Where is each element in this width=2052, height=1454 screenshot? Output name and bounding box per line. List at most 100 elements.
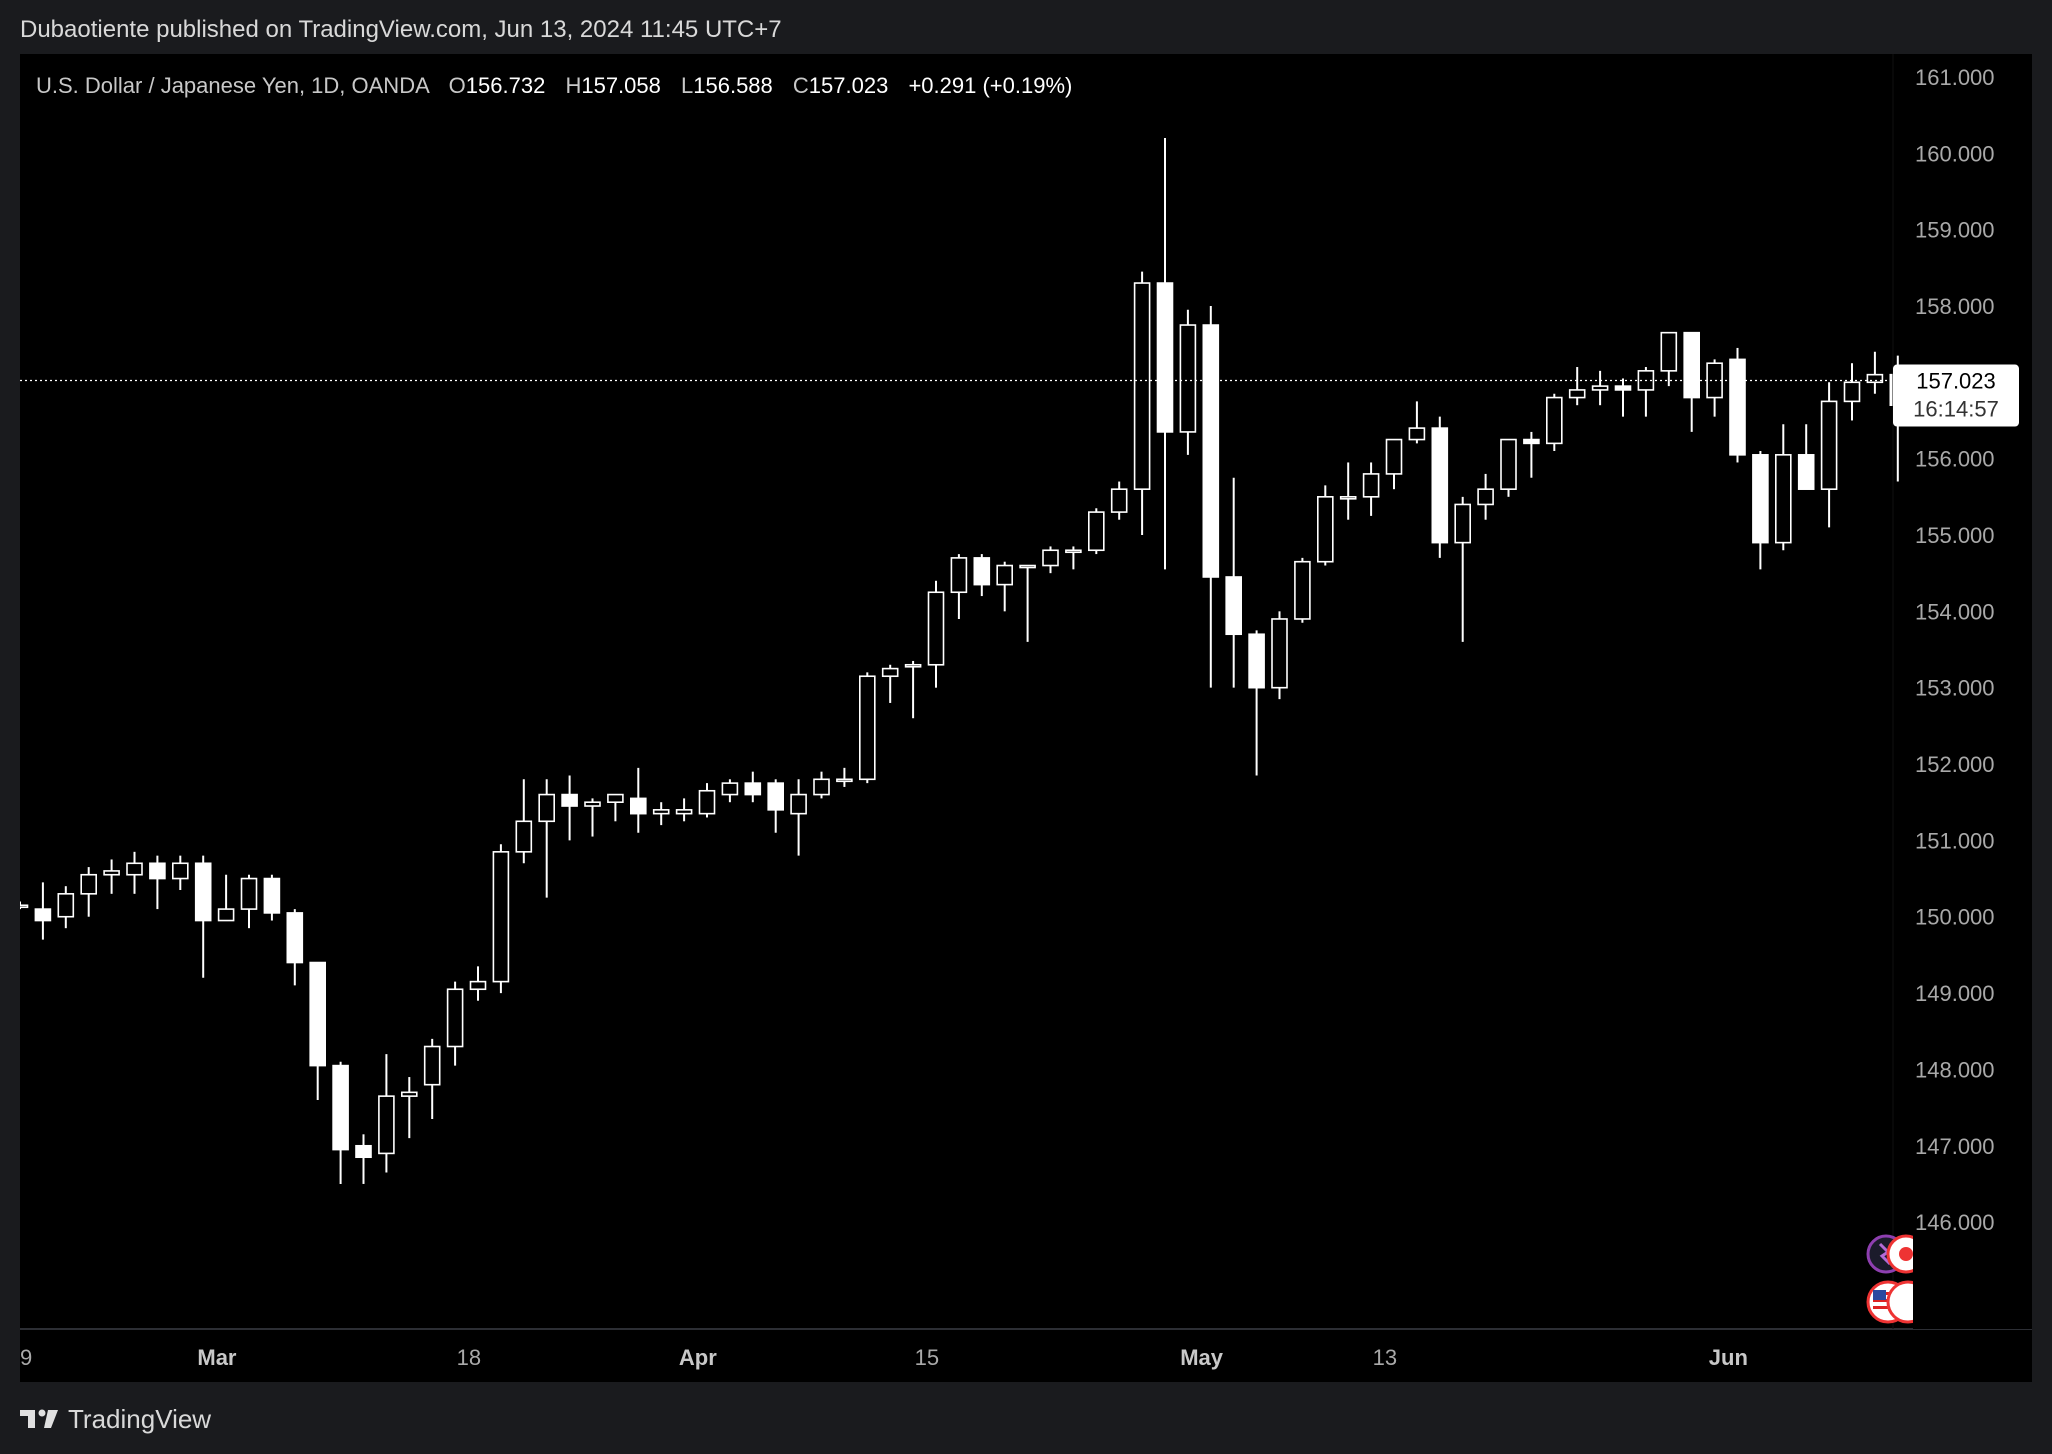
price-tick-label: 161.000	[1915, 65, 1995, 90]
candle	[1408, 401, 1426, 444]
candle	[1637, 367, 1655, 417]
legend-high-value: 157.058	[581, 73, 661, 98]
candle	[1820, 382, 1838, 528]
candle	[1065, 546, 1082, 570]
candle	[675, 798, 693, 822]
candle-body	[767, 782, 785, 811]
candle-body	[1019, 564, 1036, 569]
candle	[1294, 557, 1311, 623]
candle-body	[378, 1095, 395, 1155]
legend-line: U.S. Dollar / Japanese Yen, 1D, OANDA O1…	[36, 73, 1072, 98]
time-tick-label: Jun	[1709, 1345, 1748, 1370]
candle	[1752, 451, 1769, 570]
candle-body	[607, 793, 624, 804]
time-tick-label: Apr	[679, 1345, 717, 1370]
candle-body	[332, 1064, 349, 1151]
candle	[309, 961, 327, 1100]
candle-body	[950, 557, 968, 594]
candle	[950, 554, 968, 619]
candle-body	[1133, 282, 1151, 490]
time-axis: 9 Mar 18 Apr 15 May 13 Jun	[20, 1345, 1748, 1370]
price-tag-price: 157.023	[1916, 369, 1996, 394]
candle	[355, 1134, 372, 1184]
candle	[1317, 485, 1334, 566]
candle	[1523, 431, 1540, 478]
candle-body	[172, 862, 189, 880]
price-tick-label: 151.000	[1915, 828, 1995, 853]
candle	[240, 874, 258, 929]
price-tick-label: 146.000	[1915, 1210, 1995, 1235]
candle-body	[80, 873, 98, 895]
candle-body	[1752, 454, 1769, 544]
candle-body	[881, 667, 899, 678]
candle	[469, 966, 487, 1001]
candle-body	[1683, 331, 1700, 399]
candle-body	[309, 961, 327, 1067]
candle	[332, 1061, 349, 1184]
candle-body	[1042, 549, 1059, 567]
candle-body	[744, 782, 762, 796]
candle-body	[103, 870, 120, 876]
candle-body	[584, 801, 601, 807]
candle	[836, 767, 853, 787]
candle-body	[194, 862, 212, 922]
candle	[1591, 370, 1609, 406]
candle	[515, 779, 533, 864]
candle	[194, 855, 212, 978]
candle-body	[1339, 496, 1357, 500]
price-tick-label: 150.000	[1915, 905, 1995, 930]
candle-body	[34, 908, 52, 922]
candle-body	[1202, 324, 1220, 578]
candle	[57, 886, 75, 929]
candle	[80, 867, 98, 917]
candle-body	[652, 809, 670, 815]
candle	[1477, 473, 1494, 520]
candle	[1683, 331, 1700, 432]
legend-close-value: 157.023	[809, 73, 889, 98]
footer-brand[interactable]: TradingView	[20, 1403, 211, 1435]
candle	[1133, 271, 1151, 535]
candle	[1660, 331, 1678, 387]
candle	[538, 779, 556, 898]
candle-body	[813, 778, 830, 796]
candle	[858, 672, 876, 784]
candle	[1706, 359, 1723, 417]
chart-area[interactable]: 161.000160.000159.000158.000157.000156.0…	[20, 54, 2032, 1382]
price-tick-label: 149.000	[1915, 981, 1995, 1006]
candle	[744, 771, 762, 803]
candle	[629, 767, 647, 833]
candle-body	[400, 1091, 418, 1097]
candle	[1797, 424, 1815, 490]
candle	[149, 855, 166, 910]
candle-body	[263, 877, 281, 914]
candle-body	[1362, 473, 1380, 498]
legend-low-label: L	[681, 73, 693, 98]
candlestick-chart[interactable]: 161.000160.000159.000158.000157.000156.0…	[20, 54, 2032, 1382]
time-tick-label: 13	[1373, 1345, 1397, 1370]
footer-brand-text: TradingView	[68, 1403, 212, 1434]
legend-low-value: 156.588	[693, 73, 773, 98]
candle	[1431, 416, 1449, 558]
candles-layer	[20, 137, 1929, 1184]
candle	[1729, 347, 1746, 463]
candle	[20, 901, 29, 910]
time-tick-label: Mar	[197, 1345, 237, 1370]
candle	[34, 882, 52, 940]
candle	[1385, 438, 1403, 490]
candle-body	[1591, 385, 1609, 391]
candle	[1843, 363, 1861, 421]
candle	[996, 561, 1014, 612]
time-tick-label: May	[1180, 1345, 1224, 1370]
candle-body	[126, 862, 143, 876]
candle-body	[927, 591, 945, 666]
candle-body	[1179, 324, 1197, 433]
candle	[584, 798, 601, 837]
candle-body	[1248, 633, 1265, 689]
candle-body	[1088, 511, 1105, 552]
price-tick-label: 154.000	[1915, 599, 1995, 624]
candle-body	[561, 793, 578, 807]
candle	[1042, 546, 1059, 574]
candle	[1110, 481, 1128, 520]
price-tag-countdown: 16:14:57	[1913, 397, 1999, 422]
candle	[1775, 424, 1792, 551]
